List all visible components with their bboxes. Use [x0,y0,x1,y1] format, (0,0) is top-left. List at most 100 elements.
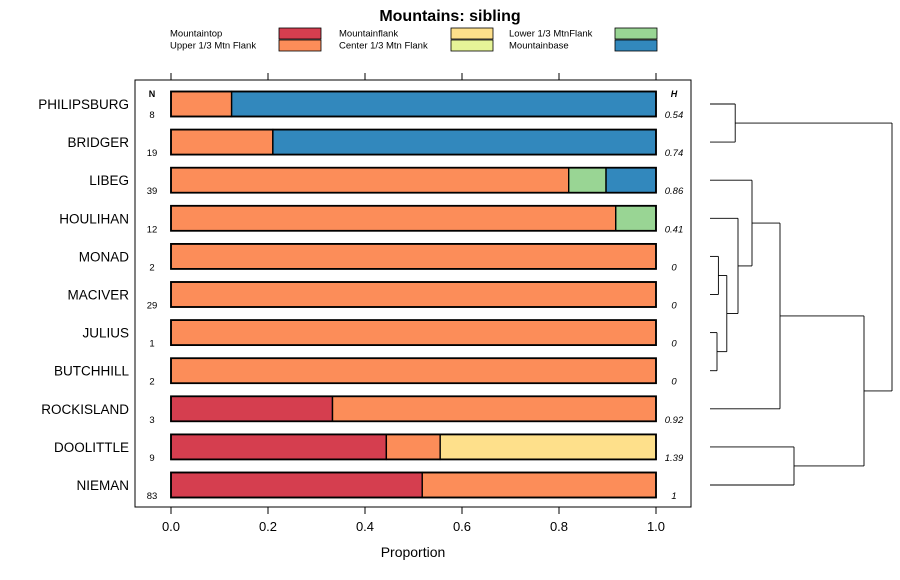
bar-outline [170,395,657,423]
x-tick-label: 0.2 [259,519,277,534]
legend-swatch [614,27,658,40]
row-h-value: 0.92 [665,415,684,426]
bar-segment [331,395,657,422]
bar-segment [605,166,657,194]
legend-swatch [450,27,494,40]
row-h-value: 0 [671,301,677,312]
x-tick-label: 0.4 [356,519,374,534]
row-n-value: 8 [149,110,154,121]
bar-row: HOULIHAN 12 0.41 [59,204,684,235]
bar-outline [170,128,657,156]
row-label: ROCKISLAND [41,402,129,417]
bar-segment [170,243,657,270]
bar-row: NIEMAN 83 1 [76,471,677,502]
bar-outline [170,357,657,385]
bar-outline [170,281,657,308]
x-tick-label: 0.0 [162,519,180,534]
row-h-value: 1.39 [665,453,684,464]
bar-row: LIBEG 39 0.86 [89,166,684,197]
row-label: BUTCHHILL [54,364,130,379]
plot-frame [134,79,692,508]
bar-row: ROCKISLAND 3 0.92 [41,395,684,426]
x-axis: 0.0 0.2 0.4 0.6 0.8 1.0 [162,507,665,534]
row-n-value: 12 [147,224,158,235]
row-label: NIEMAN [76,478,129,493]
bar-row: DOOLITTLE 9 1.39 [54,433,684,464]
bar-segment [170,357,657,384]
row-n-value: 3 [149,415,154,426]
bar-segment [170,205,617,232]
bar-segment [439,433,657,461]
bar-segment [170,471,423,499]
bar-segment [615,205,657,232]
bar-outline [170,166,657,194]
bar-row: PHILIPSBURG 8 0.54 [38,90,684,121]
row-n-value: 83 [147,491,158,502]
row-n-value: 2 [149,377,154,388]
row-h-value: 0.54 [665,110,684,121]
bar-row: JULIUS 1 0 [82,319,677,350]
row-n-value: 1 [149,339,154,350]
legend-swatch [278,27,322,40]
x-axis-label: Proportion [381,544,446,560]
bar-row: BUTCHHILL 2 0 [54,357,677,388]
row-label: PHILIPSBURG [38,97,129,112]
x-tick-label: 0.8 [550,519,568,534]
row-n-value: 39 [147,186,158,197]
row-n-value: 2 [149,262,154,273]
row-label: JULIUS [82,326,129,341]
bar-outline [170,471,657,499]
bar-row: MONAD 2 0 [79,242,677,273]
legend-swatch [614,39,658,52]
bar-segment [170,90,233,118]
bar-outline [170,204,657,232]
row-n-value: 29 [147,301,158,312]
row-h-value: 0 [671,377,677,388]
dendrogram [710,103,893,486]
bar-row: MACIVER 29 0 [67,281,677,312]
legend-label: Upper 1/3 Mtn Flank [170,41,256,52]
legend-swatch [278,39,322,52]
row-label: MACIVER [67,288,129,303]
x-tick-label: 1.0 [647,519,665,534]
bar-segment [170,395,334,422]
bar-segment [385,433,441,461]
row-label: DOOLITTLE [54,440,129,455]
legend-label: Mountainflank [339,29,398,40]
row-label: BRIDGER [67,135,129,150]
bar-segment [170,281,657,308]
legend-label: Mountainbase [509,41,569,52]
bar-segment [170,433,388,461]
row-n-value: 19 [147,148,158,159]
row-n-value: 9 [149,453,154,464]
bar-segment [272,128,657,156]
bar-segment [421,471,657,499]
bar-segment [170,166,570,194]
row-label: LIBEG [89,173,129,188]
bar-segment [170,319,657,346]
row-h-value: 0.41 [665,224,684,235]
row-label: MONAD [79,249,130,264]
bar-outline [170,433,657,461]
legend-label: Center 1/3 Mtn Flank [339,41,428,52]
chart-title: Mountains: sibling [379,8,520,25]
bar-outline [170,242,657,270]
row-h-value: 1 [671,491,676,502]
x-tick-label: 0.6 [453,519,471,534]
h-header: H [671,89,678,99]
row-h-value: 0 [671,262,677,273]
bar-segment [230,90,657,118]
top-ticks [170,73,657,80]
n-header: N [149,89,156,99]
row-h-value: 0.74 [665,148,684,159]
row-h-value: 0.86 [665,186,684,197]
row-label: HOULIHAN [59,211,129,226]
legend-label: Lower 1/3 MtnFlank [509,29,593,40]
bar-outline [170,90,657,118]
bar-outline [170,319,657,347]
bar-segment [170,128,274,156]
legend-swatch [450,39,494,52]
